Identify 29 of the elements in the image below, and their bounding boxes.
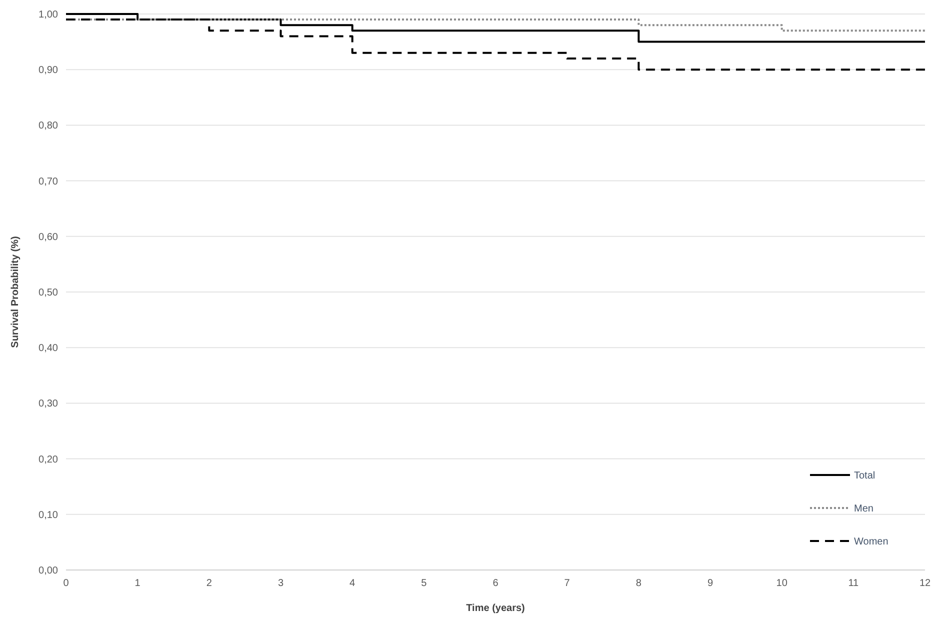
legend-label: Women (854, 536, 888, 548)
x-tick-label: 11 (848, 578, 860, 589)
x-tick-label: 2 (206, 578, 212, 589)
y-tick-label: 0,00 (38, 566, 58, 576)
y-tick-label: 0,80 (38, 120, 58, 132)
y-tick-label: 0,70 (38, 176, 58, 188)
legend-label: Men (854, 504, 874, 514)
y-tick-label: 0,30 (38, 398, 58, 410)
y-tick-label: 0,50 (38, 288, 58, 298)
legend-label: Total (854, 470, 876, 482)
x-tick-label: 7 (564, 578, 570, 589)
y-tick-label: 0,20 (38, 454, 58, 466)
y-tick-label: 0,10 (38, 510, 58, 521)
x-tick-label: 4 (350, 578, 356, 589)
x-tick-label: 9 (707, 578, 714, 589)
y-tick-label: 0,60 (38, 232, 58, 243)
x-tick-label: 0 (63, 578, 70, 589)
x-tick-label: 10 (776, 578, 788, 589)
x-tick-label: 1 (134, 578, 141, 589)
x-tick-label: 6 (492, 578, 499, 589)
x-tick-label: 5 (421, 578, 428, 589)
y-tick-label: 0,40 (38, 343, 58, 354)
x-tick-label: 8 (636, 578, 642, 589)
y-tick-label: 0,90 (38, 65, 58, 76)
x-tick-label: 3 (278, 578, 284, 589)
y-tick-label: 1,00 (38, 10, 58, 20)
x-axis-title: Time (years) (466, 603, 525, 614)
y-axis-title: Survival Probability (%) (10, 236, 21, 348)
x-tick-label: 12 (919, 578, 931, 589)
